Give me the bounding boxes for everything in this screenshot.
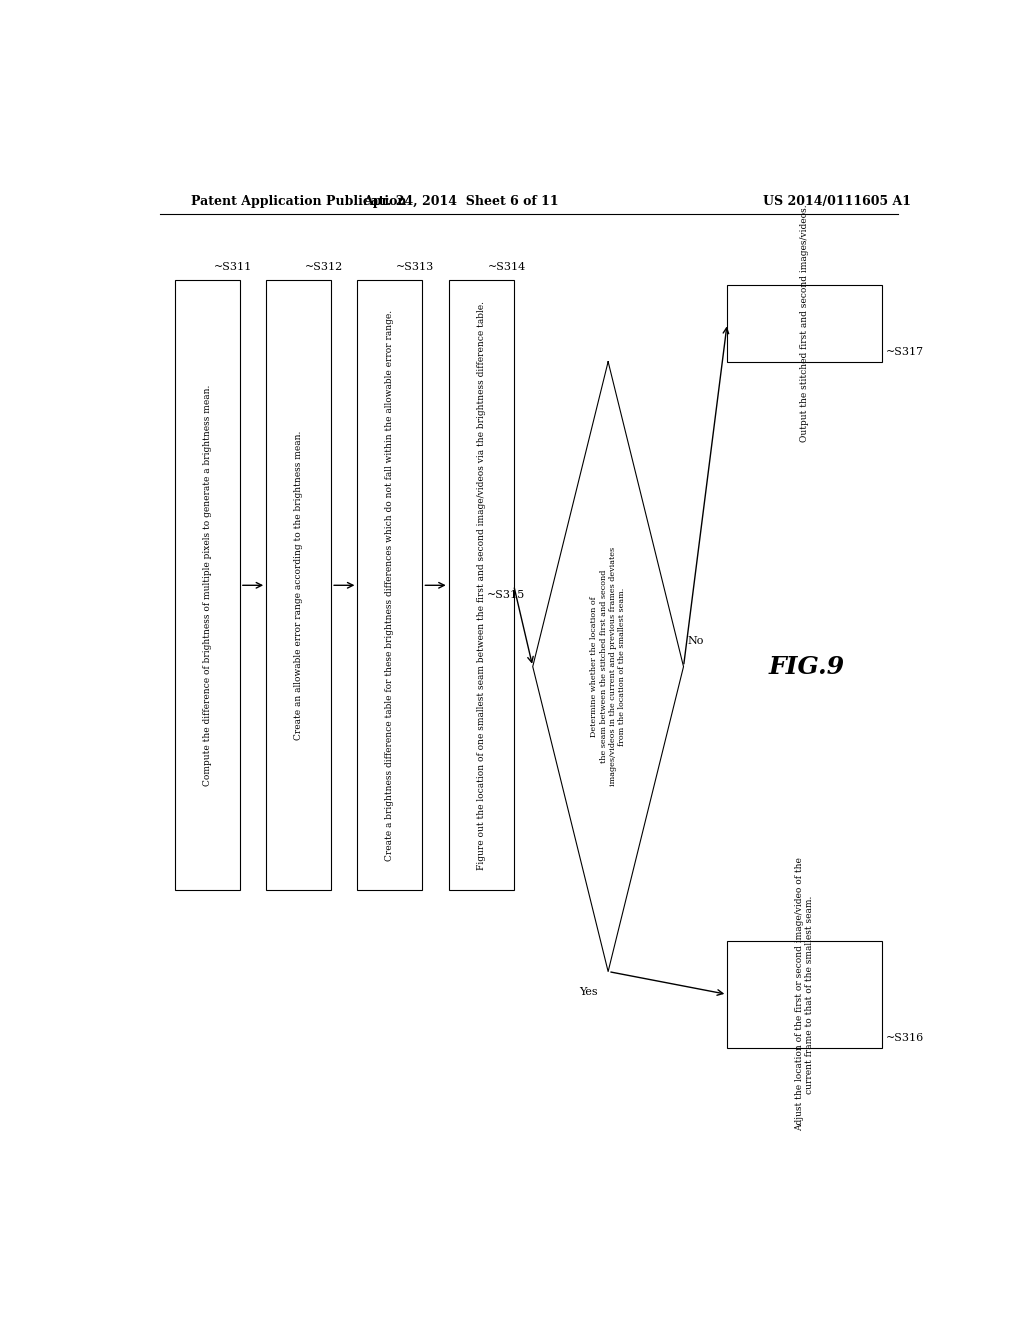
FancyBboxPatch shape <box>357 280 423 890</box>
Text: ~S316: ~S316 <box>886 1032 924 1043</box>
Text: US 2014/0111605 A1: US 2014/0111605 A1 <box>763 194 911 207</box>
Text: Determine whether the location of
the seam between the stitched first and second: Determine whether the location of the se… <box>590 546 626 787</box>
Text: Compute the difference of brightness of multiple pixels to generate a brightness: Compute the difference of brightness of … <box>203 384 212 785</box>
Text: Create an allowable error range according to the brightness mean.: Create an allowable error range accordin… <box>294 430 303 741</box>
Text: Output the stitched first and second images/videos.: Output the stitched first and second ima… <box>800 205 809 442</box>
FancyBboxPatch shape <box>175 280 240 890</box>
Text: Apr. 24, 2014  Sheet 6 of 11: Apr. 24, 2014 Sheet 6 of 11 <box>364 194 559 207</box>
FancyBboxPatch shape <box>449 280 514 890</box>
Text: Yes: Yes <box>579 987 598 997</box>
Text: Patent Application Publication: Patent Application Publication <box>191 194 407 207</box>
Text: Adjust the location of the first or second image/video of the
current frame to t: Adjust the location of the first or seco… <box>795 858 814 1131</box>
Text: ~S313: ~S313 <box>396 263 434 272</box>
Text: No: No <box>687 636 703 647</box>
Text: ~S312: ~S312 <box>305 263 343 272</box>
Text: ~S311: ~S311 <box>214 263 252 272</box>
Text: FIG.9: FIG.9 <box>768 655 845 678</box>
Text: ~S315: ~S315 <box>486 590 524 601</box>
FancyBboxPatch shape <box>727 941 882 1048</box>
Text: Create a brightness difference table for these brightness differences which do n: Create a brightness difference table for… <box>385 310 394 861</box>
FancyBboxPatch shape <box>266 280 331 890</box>
Text: Figure out the location of one smallest seam between the first and second image/: Figure out the location of one smallest … <box>476 301 485 870</box>
Text: ~S314: ~S314 <box>487 263 525 272</box>
Text: ~S317: ~S317 <box>886 347 924 356</box>
FancyBboxPatch shape <box>727 285 882 362</box>
